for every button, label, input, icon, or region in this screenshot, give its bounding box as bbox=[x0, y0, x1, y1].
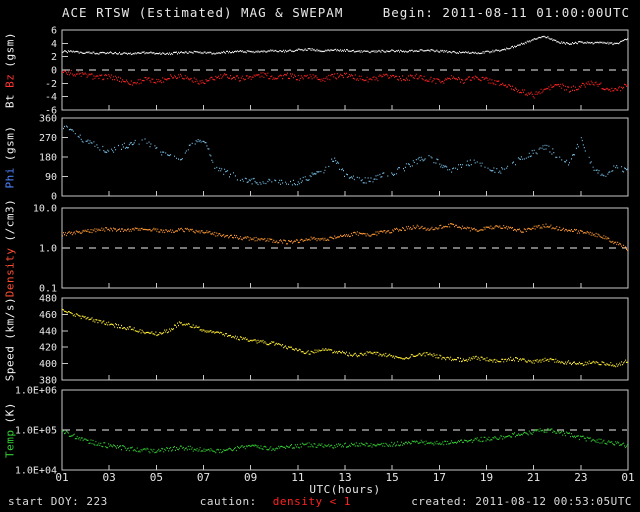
ylabel-part: (K) bbox=[3, 402, 17, 424]
y-tick-label: 270 bbox=[39, 133, 57, 144]
series-speed bbox=[62, 309, 628, 368]
y-tick-label: 0.1 bbox=[39, 284, 57, 295]
y-tick-label: 440 bbox=[39, 326, 57, 337]
ylabel-part: (gsm) bbox=[3, 31, 17, 68]
ylabel-part: Temp bbox=[3, 429, 17, 458]
panel-border-phi bbox=[61, 117, 629, 197]
ylabel-phi: Phi (gsm) bbox=[4, 123, 17, 192]
panel-border-density bbox=[61, 207, 629, 289]
begin-timestamp: Begin: 2011-08-11 01:00:00UTC bbox=[382, 5, 630, 20]
y-tick-label: -6 bbox=[45, 106, 57, 117]
title-bar: ACE RTSW (Estimated) MAG & SWEPAM Begin:… bbox=[62, 5, 630, 20]
y-tick-label: 6 bbox=[51, 26, 57, 37]
y-tick-label: 10.0 bbox=[33, 204, 57, 215]
ylabel-part: Speed bbox=[3, 345, 17, 382]
panel-border-speed bbox=[61, 297, 629, 381]
ylabel-part: (gsm) bbox=[3, 125, 17, 162]
caution-label: caution: bbox=[199, 495, 257, 508]
caution-value: density < 1 bbox=[272, 495, 352, 508]
series-bz bbox=[62, 69, 628, 99]
ylabel-part: (/cm3) bbox=[3, 198, 17, 242]
ylabel-part: Bt bbox=[3, 93, 17, 109]
y-tick-label: 420 bbox=[39, 343, 57, 354]
start-doy: start DOY: 223 bbox=[8, 495, 108, 508]
y-tick-label: 1.0E+05 bbox=[15, 426, 57, 437]
series-density bbox=[62, 223, 628, 251]
y-tick-label: 2 bbox=[51, 52, 57, 63]
y-tick-label: 4 bbox=[51, 39, 57, 50]
series-bt bbox=[62, 35, 628, 56]
y-tick-label: 180 bbox=[39, 153, 57, 164]
y-tick-label: 90 bbox=[45, 172, 57, 183]
series-phi bbox=[63, 125, 628, 186]
y-tick-label: -4 bbox=[45, 92, 57, 103]
ylabel-temp: Temp (K) bbox=[4, 399, 17, 461]
y-tick-label: 460 bbox=[39, 310, 57, 321]
y-tick-label: 360 bbox=[39, 114, 57, 125]
y-tick-label: 400 bbox=[39, 359, 57, 370]
footer-bar: start DOY: 223 caution: density < 1 crea… bbox=[8, 495, 632, 508]
y-tick-label: 480 bbox=[39, 294, 57, 305]
y-tick-label: -2 bbox=[45, 79, 57, 90]
ylabel-density: Density (/cm3) bbox=[4, 196, 17, 301]
ylabel-part: Phi bbox=[3, 167, 17, 189]
ylabel-part: (km/s) bbox=[3, 296, 17, 340]
plot-title: ACE RTSW (Estimated) MAG & SWEPAM bbox=[62, 5, 344, 20]
y-tick-label: 0 bbox=[51, 66, 57, 77]
panel-border-temp bbox=[61, 389, 629, 471]
ylabel-mag: Bt Bz (gsm) bbox=[4, 29, 17, 111]
ylabel-speed: Speed (km/s) bbox=[4, 294, 17, 384]
x-axis-label: UTC(hours) bbox=[309, 483, 381, 496]
y-tick-label: 0 bbox=[51, 192, 57, 203]
ylabel-part: Density bbox=[3, 247, 17, 298]
y-tick-label: 1.0 bbox=[39, 244, 57, 255]
created-timestamp: created: 2011-08-12 00:53:05UTC bbox=[411, 495, 632, 508]
ylabel-part: Bz bbox=[3, 73, 17, 88]
y-tick-label: 380 bbox=[39, 376, 57, 387]
y-tick-label: 1.0E+04 bbox=[15, 466, 57, 477]
y-tick-label: 1.0E+06 bbox=[15, 386, 57, 397]
panel-border-mag bbox=[61, 29, 629, 111]
series-temp bbox=[62, 428, 628, 454]
